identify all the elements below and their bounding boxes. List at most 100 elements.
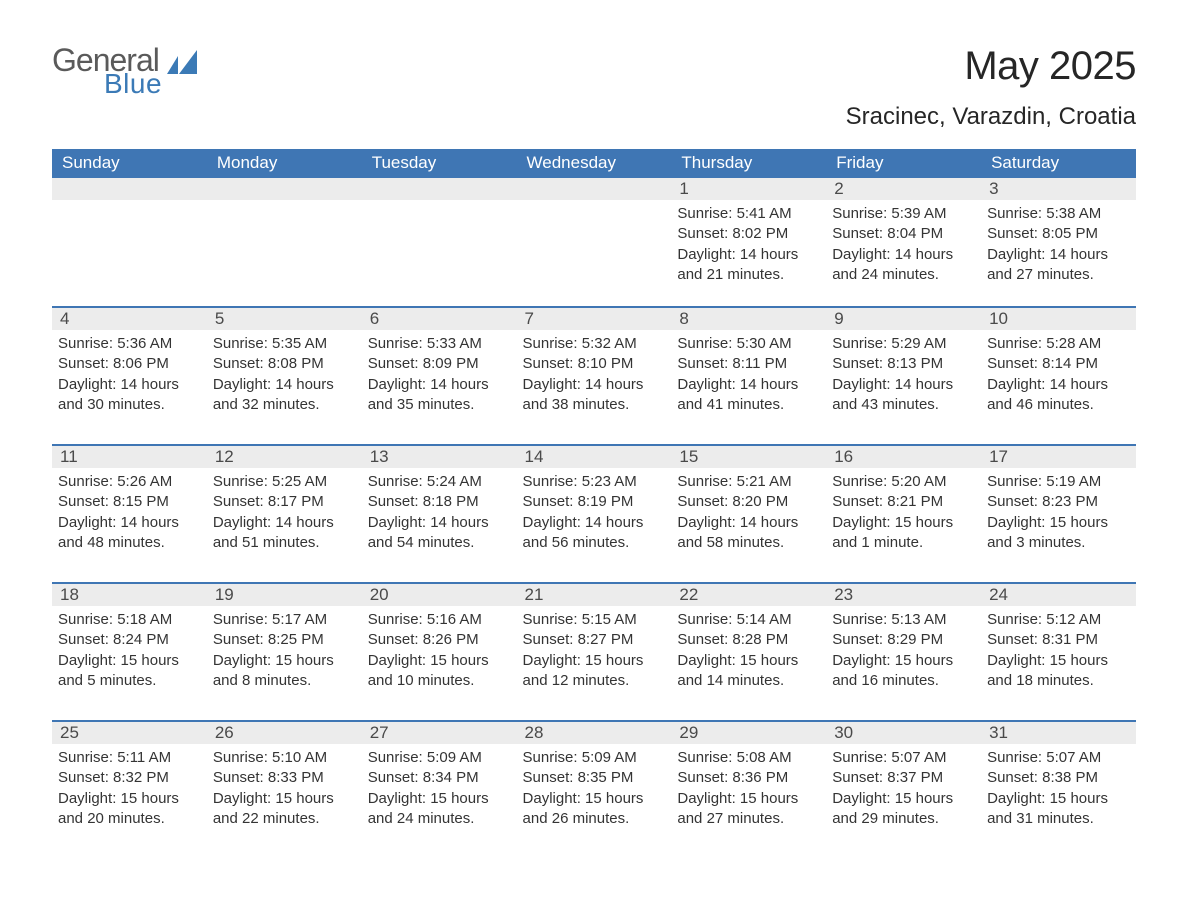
col-thursday: Thursday [671,149,826,178]
logo-word-2: Blue [104,70,162,98]
sunset-text: Sunset: 8:11 PM [677,354,820,374]
day-number: 6 [370,309,379,328]
daylight-text: and 43 minutes. [832,395,975,415]
col-saturday: Saturday [981,149,1136,178]
day-content: 11Sunrise: 5:26 AMSunset: 8:15 PMDayligh… [52,444,207,582]
daylight-text: and 22 minutes. [213,809,356,829]
sunrise-text: Sunrise: 5:29 AM [832,334,975,354]
daylight-text: and 54 minutes. [368,533,511,553]
day-cell: 17Sunrise: 5:19 AMSunset: 8:23 PMDayligh… [981,444,1136,582]
daylight-text: Daylight: 14 hours [523,513,666,533]
day-content: 27Sunrise: 5:09 AMSunset: 8:34 PMDayligh… [362,720,517,858]
daylight-text: and 29 minutes. [832,809,975,829]
day-number: 31 [989,723,1008,742]
sunrise-text: Sunrise: 5:19 AM [987,472,1130,492]
day-content: 18Sunrise: 5:18 AMSunset: 8:24 PMDayligh… [52,582,207,720]
day-info: Sunrise: 5:33 AMSunset: 8:09 PMDaylight:… [362,330,517,415]
day-info: Sunrise: 5:13 AMSunset: 8:29 PMDaylight:… [826,606,981,691]
daylight-text: and 46 minutes. [987,395,1130,415]
sunset-text: Sunset: 8:04 PM [832,224,975,244]
day-content: 26Sunrise: 5:10 AMSunset: 8:33 PMDayligh… [207,720,362,858]
day-content: 14 Sunrise: 5:23 AMSunset: 8:19 PMDayligh… [517,444,672,582]
daylight-text: Daylight: 14 hours [368,375,511,395]
col-monday: Monday [207,149,362,178]
daylight-text: Daylight: 15 hours [58,651,201,671]
logo-text: General Blue [52,44,162,98]
day-cell: 10Sunrise: 5:28 AMSunset: 8:14 PMDayligh… [981,306,1136,444]
daylight-text: Daylight: 14 hours [677,513,820,533]
week-row: ....1Sunrise: 5:41 AMSunset: 8:02 PMDayl… [52,178,1136,306]
sunset-text: Sunset: 8:23 PM [987,492,1130,512]
day-info: Sunrise: 5:23 AMSunset: 8:19 PMDaylight:… [517,468,672,553]
sunset-text: Sunset: 8:37 PM [832,768,975,788]
day-info: Sunrise: 5:25 AMSunset: 8:17 PMDaylight:… [207,468,362,553]
sunset-text: Sunset: 8:29 PM [832,630,975,650]
sunset-text: Sunset: 8:21 PM [832,492,975,512]
day-cell: 20Sunrise: 5:16 AMSunset: 8:26 PMDayligh… [362,582,517,720]
day-number: 11 [60,447,78,466]
daylight-text: Daylight: 15 hours [832,513,975,533]
day-number: 14 [525,447,544,466]
day-cell: 8Sunrise: 5:30 AMSunset: 8:11 PMDaylight… [671,306,826,444]
day-cell: 2Sunrise: 5:39 AMSunset: 8:04 PMDaylight… [826,178,981,306]
daynum-bar: 26 [207,720,362,744]
daylight-text: Daylight: 15 hours [832,789,975,809]
sunrise-text: Sunrise: 5:12 AM [987,610,1130,630]
day-content: 13Sunrise: 5:24 AMSunset: 8:18 PMDayligh… [362,444,517,582]
day-content: 8Sunrise: 5:30 AMSunset: 8:11 PMDaylight… [671,306,826,444]
day-info: Sunrise: 5:09 AMSunset: 8:34 PMDaylight:… [362,744,517,829]
day-cell: 9Sunrise: 5:29 AMSunset: 8:13 PMDaylight… [826,306,981,444]
day-cell: 22 Sunrise: 5:14 AMSunset: 8:28 PMDayligh… [671,582,826,720]
day-info: Sunrise: 5:17 AMSunset: 8:25 PMDaylight:… [207,606,362,691]
daylight-text: and 35 minutes. [368,395,511,415]
day-info: Sunrise: 5:20 AMSunset: 8:21 PMDaylight:… [826,468,981,553]
daylight-text: Daylight: 14 hours [987,245,1130,265]
daylight-text: Daylight: 14 hours [523,375,666,395]
day-number: 22 [679,585,698,604]
day-content: 21Sunrise: 5:15 AMSunset: 8:27 PMDayligh… [517,582,672,720]
daylight-text: and 14 minutes. [677,671,820,691]
day-empty: . [517,178,672,306]
day-content: 24Sunrise: 5:12 AMSunset: 8:31 PMDayligh… [981,582,1136,720]
day-cell: . [207,178,362,306]
daylight-text: and 8 minutes. [213,671,356,691]
daylight-text: and 12 minutes. [523,671,666,691]
day-content: 30Sunrise: 5:07 AMSunset: 8:37 PMDayligh… [826,720,981,858]
sunset-text: Sunset: 8:20 PM [677,492,820,512]
sunset-text: Sunset: 8:06 PM [58,354,201,374]
daynum-bar: 11 [52,444,207,468]
day-cell: . [517,178,672,306]
daylight-text: and 5 minutes. [58,671,201,691]
sunrise-text: Sunrise: 5:26 AM [58,472,201,492]
daylight-text: and 58 minutes. [677,533,820,553]
day-cell: 4Sunrise: 5:36 AMSunset: 8:06 PMDaylight… [52,306,207,444]
day-content: 29Sunrise: 5:08 AMSunset: 8:36 PMDayligh… [671,720,826,858]
day-cell: 21Sunrise: 5:15 AMSunset: 8:27 PMDayligh… [517,582,672,720]
day-number: 18 [60,585,79,604]
sunrise-text: Sunrise: 5:18 AM [58,610,201,630]
week-row: 18Sunrise: 5:18 AMSunset: 8:24 PMDayligh… [52,582,1136,720]
day-info: Sunrise: 5:28 AMSunset: 8:14 PMDaylight:… [981,330,1136,415]
daylight-text: Daylight: 15 hours [523,651,666,671]
sunrise-text: Sunrise: 5:07 AM [987,748,1130,768]
day-info: Sunrise: 5:35 AMSunset: 8:08 PMDaylight:… [207,330,362,415]
sunrise-text: Sunrise: 5:41 AM [677,204,820,224]
daylight-text: and 30 minutes. [58,395,201,415]
sunset-text: Sunset: 8:09 PM [368,354,511,374]
col-wednesday: Wednesday [517,149,672,178]
day-info: Sunrise: 5:14 AMSunset: 8:28 PMDaylight:… [671,606,826,691]
daylight-text: Daylight: 14 hours [987,375,1130,395]
calendar-head: Sunday Monday Tuesday Wednesday Thursday… [52,149,1136,178]
day-empty: . [362,178,517,306]
daylight-text: Daylight: 15 hours [987,789,1130,809]
sunset-text: Sunset: 8:15 PM [58,492,201,512]
daynum-bar: 3 [981,178,1136,200]
daynum-bar: 28 [517,720,672,744]
daynum-bar: 23 [826,582,981,606]
daynum-bar: . [362,178,517,200]
sunrise-text: Sunrise: 5:15 AM [523,610,666,630]
day-number: 4 [60,309,69,328]
day-number: 17 [989,447,1008,466]
day-cell: 23Sunrise: 5:13 AMSunset: 8:29 PMDayligh… [826,582,981,720]
day-number: 19 [215,585,234,604]
